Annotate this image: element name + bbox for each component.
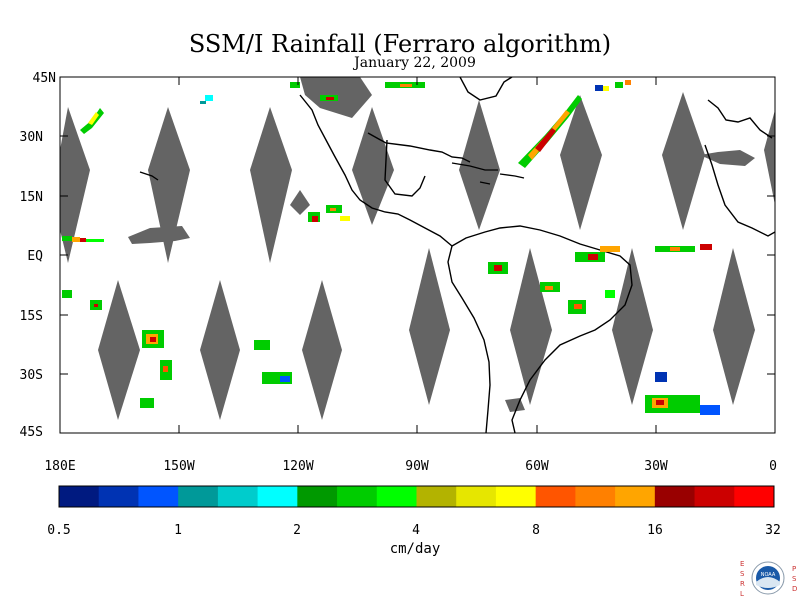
svg-text:NOAA: NOAA: [761, 572, 776, 578]
lat-labels: 45N 30N 15N EQ 15S 30S 45S: [20, 71, 56, 440]
colorbar-swatch: [654, 486, 696, 507]
colorbar: [59, 486, 775, 507]
lon-label: 90W: [405, 459, 429, 474]
map-content: [60, 77, 775, 433]
no-data-swaths-south: [98, 248, 755, 420]
lat-label: 30S: [20, 368, 43, 383]
colorbar-tick-label: 8: [532, 523, 540, 538]
svg-text:S: S: [740, 570, 745, 578]
colorbar-tick-label: 32: [765, 523, 781, 538]
lon-label: 60W: [525, 459, 549, 474]
coastlines: [299, 77, 775, 433]
islands: [139, 162, 525, 185]
lat-ticks: [60, 76, 775, 434]
lon-label: 0: [769, 459, 777, 474]
lon-ticks: [59, 77, 776, 433]
colorbar-swatch: [575, 486, 616, 507]
lat-label: EQ: [27, 249, 43, 264]
lon-label: 180E: [44, 459, 75, 474]
lat-label: 45S: [20, 425, 43, 440]
svg-text:D: D: [792, 585, 797, 593]
colorbar-swatch: [535, 486, 576, 507]
colorbar-swatch: [337, 486, 378, 507]
colorbar-labels: 0.5 1 2 4 8 16 32: [47, 523, 781, 538]
svg-text:R: R: [740, 580, 745, 588]
colorbar-tick-label: 16: [647, 523, 663, 538]
colorbar-swatch: [59, 486, 100, 507]
svg-text:S: S: [792, 575, 797, 583]
lon-label: 30W: [644, 459, 668, 474]
colorbar-tick-label: 4: [412, 523, 420, 538]
colorbar-tick-label: 2: [293, 523, 301, 538]
svg-text:L: L: [740, 590, 744, 598]
colorbar-swatch: [138, 486, 179, 507]
colorbar-swatch: [98, 486, 139, 507]
colorbar-swatch: [416, 486, 457, 507]
colorbar-swatch: [734, 486, 775, 507]
lon-labels: 180E 150W 120W 90W 60W 30W 0: [44, 459, 777, 474]
colorbar-units: cm/day: [389, 541, 441, 557]
colorbar-swatch: [217, 486, 259, 507]
colorbar-swatch: [178, 486, 219, 507]
rainfall-patches: [62, 80, 720, 415]
colorbar-swatch: [456, 486, 497, 507]
colorbar-swatch: [376, 486, 417, 507]
no-data-swaths-north: [60, 92, 775, 263]
lat-label: 30N: [20, 130, 43, 145]
colorbar-swatch: [615, 486, 656, 507]
colorbar-frame: [58, 485, 775, 508]
svg-text:E: E: [740, 560, 744, 568]
colorbar-swatch: [694, 486, 735, 507]
colorbar-tick-label: 0.5: [47, 523, 70, 538]
colorbar-swatch: [257, 486, 298, 507]
lat-label: 45N: [33, 71, 56, 86]
colorbar-swatch: [297, 486, 338, 507]
psd-letters: PSD: [792, 565, 797, 593]
lat-label: 15S: [20, 309, 43, 324]
map-title: SSM/I Rainfall (Ferraro algorithm): [188, 30, 612, 58]
lon-label: 120W: [282, 459, 313, 474]
colorbar-swatch: [495, 486, 537, 507]
svg-text:P: P: [792, 565, 796, 573]
colorbar-tick-label: 1: [174, 523, 182, 538]
lat-label: 15N: [20, 190, 43, 205]
map-subtitle: January 22, 2009: [354, 55, 476, 71]
lon-label: 150W: [163, 459, 194, 474]
